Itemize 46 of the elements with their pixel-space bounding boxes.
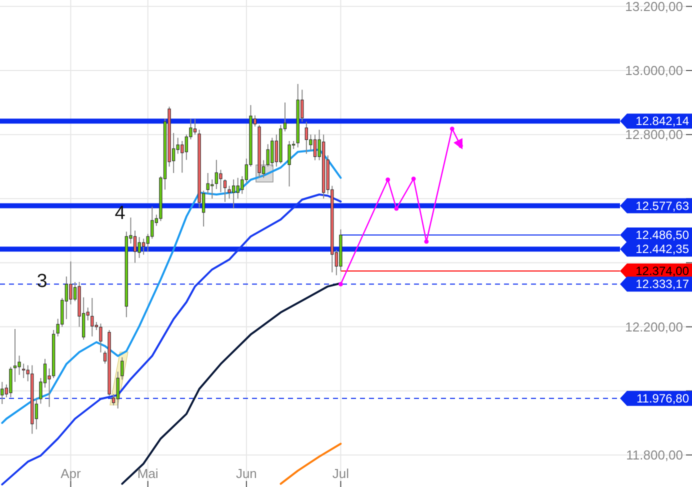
candlestick	[228, 185, 231, 200]
x-tick-label: Mai	[137, 466, 158, 481]
x-tick-label: Apr	[60, 466, 82, 481]
annotation: 3	[36, 271, 48, 292]
point	[386, 178, 390, 182]
ref-line-label: 12.333,17	[636, 277, 690, 292]
point	[338, 282, 343, 286]
candlestick	[9, 366, 12, 398]
ref-line-label: 12.577,63	[636, 198, 690, 213]
x-tick-label: Jun	[236, 466, 257, 481]
candlestick	[13, 328, 17, 382]
ref-line-label: 11.976,80	[636, 391, 690, 406]
candlestick	[214, 159, 218, 190]
point	[424, 239, 429, 244]
candlestick	[288, 140, 291, 187]
x-tick-label: Jul	[332, 466, 350, 481]
candlestick	[99, 323, 102, 353]
candlestick	[142, 238, 146, 256]
y-tick-label: 11.800,00	[626, 447, 683, 462]
candlestick	[232, 178, 236, 209]
candlestick	[219, 169, 222, 193]
y-tick-label: 12.200,00	[625, 319, 683, 334]
y-tick-label: 12.800,00	[625, 127, 683, 142]
candlestick	[133, 230, 137, 264]
annotation: 4	[114, 203, 126, 224]
candlestick	[0, 381, 4, 405]
candlestick	[18, 355, 21, 376]
ref-line-label: 12.486,50	[636, 228, 690, 242]
candlestick	[90, 297, 94, 337]
ref-line-label: 12.442,35	[636, 242, 690, 256]
ref-line-label: 12.842,14	[636, 114, 690, 128]
y-tick-label: 13.200,00	[625, 0, 683, 14]
candlestick	[120, 356, 124, 380]
candlestick	[69, 260, 72, 305]
point	[450, 126, 454, 131]
point	[394, 206, 399, 211]
candlestick	[193, 118, 197, 136]
y-tick-label: 13.000,00	[625, 62, 683, 78]
ref-line-label: 12.374,00	[636, 264, 690, 278]
candlestick	[22, 363, 26, 379]
candlestick	[223, 178, 227, 202]
candlestick	[304, 121, 308, 154]
candlestick	[313, 134, 317, 161]
point	[411, 176, 416, 181]
candlestick	[116, 371, 120, 410]
candlestick	[138, 236, 141, 258]
